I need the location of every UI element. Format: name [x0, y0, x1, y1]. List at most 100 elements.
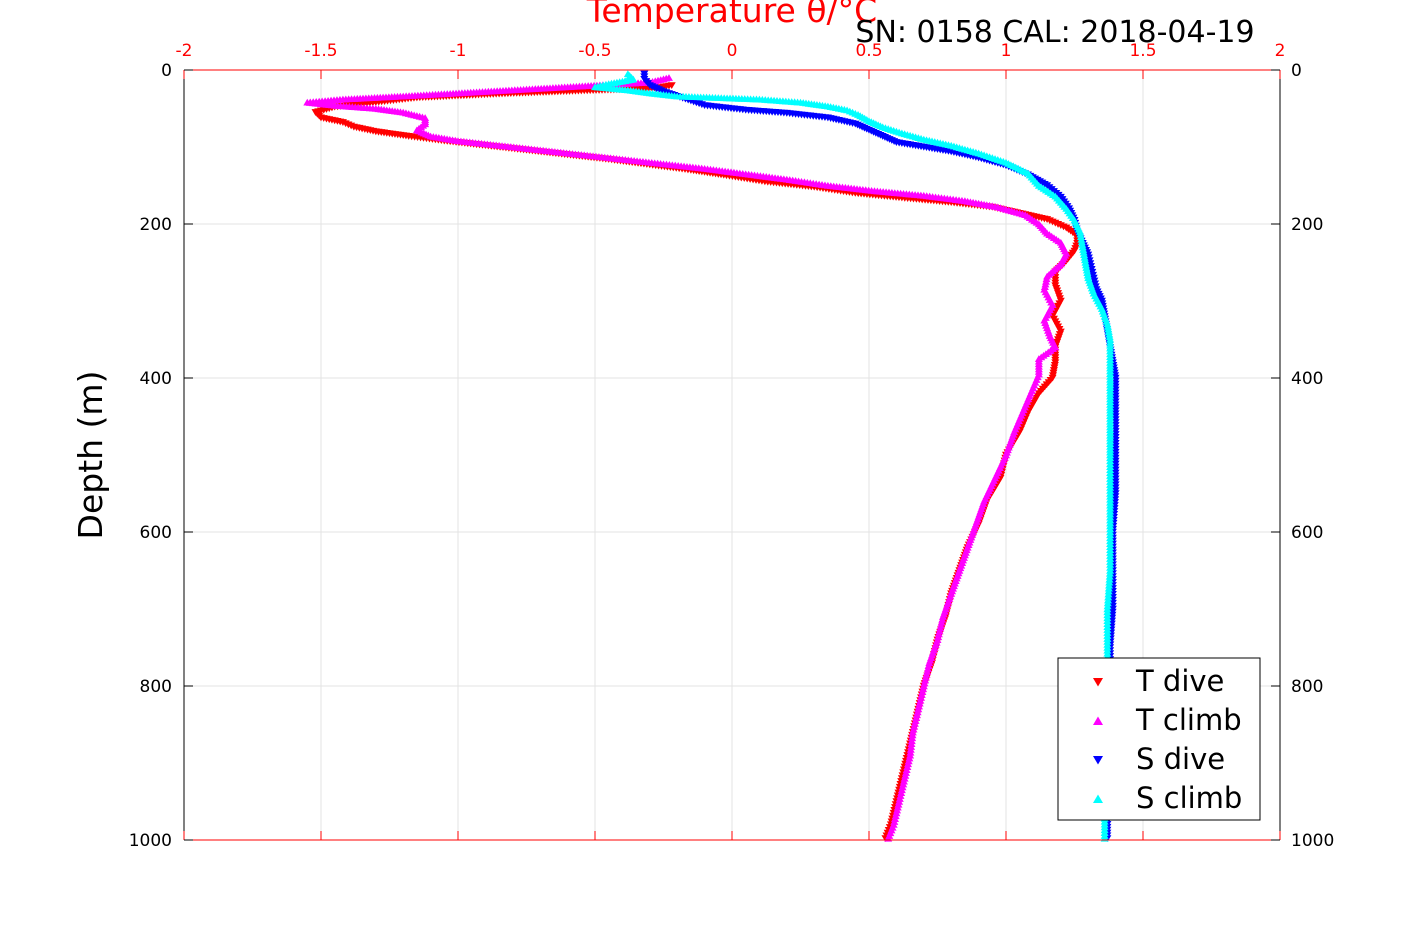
data-point	[921, 673, 930, 681]
data-point	[915, 699, 924, 707]
legend-entry: T dive	[1135, 664, 1224, 698]
data-point	[907, 737, 916, 745]
legend-entry: S dive	[1136, 742, 1225, 776]
y-tick-label-right: 800	[1291, 677, 1323, 697]
data-point	[901, 769, 910, 776]
data-point	[907, 740, 916, 747]
data-point	[908, 728, 917, 736]
data-point	[910, 722, 919, 730]
data-point	[922, 670, 931, 678]
y-tick-label-left: 600	[140, 523, 172, 543]
data-point	[936, 621, 945, 629]
y-axis-label: Depth (m)	[71, 371, 110, 540]
legend: T dive T climb S dive S climb	[1057, 657, 1261, 821]
data-point	[919, 682, 928, 690]
data-point	[905, 754, 914, 762]
data-point	[904, 757, 913, 765]
data-point	[934, 630, 943, 638]
y-tick-label-left: 0	[161, 61, 172, 81]
x-tick-label: -1	[450, 41, 467, 61]
data-point	[893, 803, 902, 811]
x-tick-label: -1.5	[304, 41, 337, 61]
x-axis-label: Temperature θ/°C	[586, 0, 877, 30]
data-point	[900, 774, 909, 782]
data-point	[916, 696, 925, 704]
data-point	[935, 627, 944, 635]
data-point	[912, 711, 921, 719]
data-point	[917, 693, 926, 701]
data-point	[908, 731, 917, 739]
data-point	[906, 748, 915, 756]
data-point	[894, 800, 903, 808]
data-point	[910, 719, 919, 727]
data-point	[895, 795, 904, 802]
data-point	[912, 714, 921, 721]
x-tick-label: 1	[1001, 41, 1012, 61]
data-points	[303, 70, 1120, 843]
data-point	[904, 760, 913, 768]
data-point	[899, 777, 908, 785]
data-point	[923, 667, 932, 675]
x-tick-label: 2	[1275, 41, 1286, 61]
data-point	[923, 665, 932, 672]
y-tick-label-right: 400	[1291, 369, 1323, 389]
x-tick-label: 0.5	[855, 41, 882, 61]
data-point	[934, 633, 943, 641]
y-tick-label-right: 1000	[1291, 831, 1334, 851]
data-point	[937, 618, 946, 626]
data-point	[914, 705, 923, 713]
data-point	[890, 818, 899, 825]
data-point	[938, 615, 947, 623]
data-point	[915, 702, 924, 710]
data-point	[938, 613, 947, 620]
data-point	[911, 717, 920, 724]
data-point	[901, 771, 910, 779]
x-tick-label: -0.5	[578, 41, 611, 61]
data-point	[897, 786, 906, 794]
data-point	[919, 685, 928, 693]
data-point	[918, 688, 927, 695]
data-point	[908, 734, 917, 742]
data-point	[921, 676, 930, 684]
legend-marker	[1093, 794, 1103, 803]
data-point	[907, 743, 916, 750]
data-point	[906, 751, 915, 759]
legend-marker	[1093, 678, 1103, 687]
data-point	[917, 691, 926, 698]
data-point	[895, 797, 904, 805]
data-point	[896, 792, 905, 799]
data-point	[897, 789, 906, 797]
legend-entry: T climb	[1135, 703, 1242, 737]
data-point	[920, 679, 929, 687]
series-t-climb	[303, 74, 1071, 842]
data-point	[936, 624, 945, 632]
data-point	[898, 783, 907, 791]
data-point	[892, 809, 901, 817]
x-tick-label: 1.5	[1129, 41, 1156, 61]
y-tick-label-left: 800	[140, 677, 172, 697]
data-point	[909, 725, 918, 733]
data-point	[924, 662, 933, 669]
data-point	[893, 806, 902, 814]
data-point	[906, 745, 915, 753]
legend-box	[1057, 657, 1261, 821]
y-tick-label-right: 0	[1291, 61, 1302, 81]
y-tick-label-right: 600	[1291, 523, 1323, 543]
chart-title: SN: 0158 CAL: 2018-04-19	[855, 15, 1254, 50]
x-tick-label: -2	[176, 41, 193, 61]
data-point	[891, 815, 900, 823]
legend-marker	[1093, 756, 1103, 765]
data-point	[891, 812, 900, 820]
data-point	[913, 708, 922, 716]
legend-entry: S climb	[1136, 781, 1242, 815]
y-tick-label-right: 200	[1291, 215, 1323, 235]
y-tick-label-left: 1000	[129, 831, 172, 851]
legend-marker	[1093, 716, 1103, 725]
x-tick-label: 0	[727, 41, 738, 61]
y-tick-label-left: 200	[140, 215, 172, 235]
data-point	[902, 766, 911, 773]
data-point	[903, 763, 912, 771]
data-point	[899, 780, 908, 788]
